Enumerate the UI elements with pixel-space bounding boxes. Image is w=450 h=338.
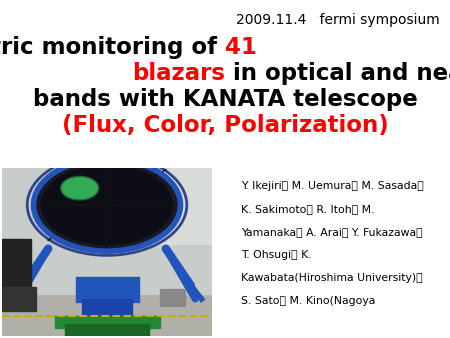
Ellipse shape (33, 159, 180, 251)
Ellipse shape (41, 165, 173, 245)
Bar (76, 277, 139, 303)
Ellipse shape (61, 176, 99, 200)
Text: bands with KANATA telescope: bands with KANATA telescope (32, 88, 418, 111)
Text: Yamanaka， A. Arai， Y. Fukazawa，: Yamanaka， A. Arai， Y. Fukazawa， (241, 227, 423, 237)
Text: Photopolarimetric monitoring of: Photopolarimetric monitoring of (0, 36, 225, 59)
Text: 2009.11.4   fermi symposium: 2009.11.4 fermi symposium (236, 13, 440, 27)
Text: in optical and near-infrared: in optical and near-infrared (225, 62, 450, 85)
Bar (132, 168, 212, 244)
Bar (65, 324, 149, 336)
Text: K. Sakimoto， R. Itoh， M.: K. Sakimoto， R. Itoh， M. (241, 204, 374, 214)
Bar (2, 287, 36, 311)
Bar (54, 316, 159, 328)
Bar (159, 289, 184, 306)
Text: Y. Ikejiri， M. Uemura， M. Sasada，: Y. Ikejiri， M. Uemura， M. Sasada， (241, 181, 423, 191)
Text: Kawabata(Hiroshima University)，: Kawabata(Hiroshima University)， (241, 273, 423, 283)
Text: T. Ohsugi， K.: T. Ohsugi， K. (241, 250, 311, 260)
Bar (2, 294, 212, 336)
Text: (Flux, Color, Polarization): (Flux, Color, Polarization) (62, 114, 388, 137)
Bar (82, 299, 132, 319)
Bar (2, 168, 212, 294)
Text: 41: 41 (225, 36, 257, 59)
Text: blazars: blazars (132, 62, 225, 85)
Bar (2, 239, 32, 286)
Text: S. Sato， M. Kino(Nagoya: S. Sato， M. Kino(Nagoya (241, 296, 375, 306)
